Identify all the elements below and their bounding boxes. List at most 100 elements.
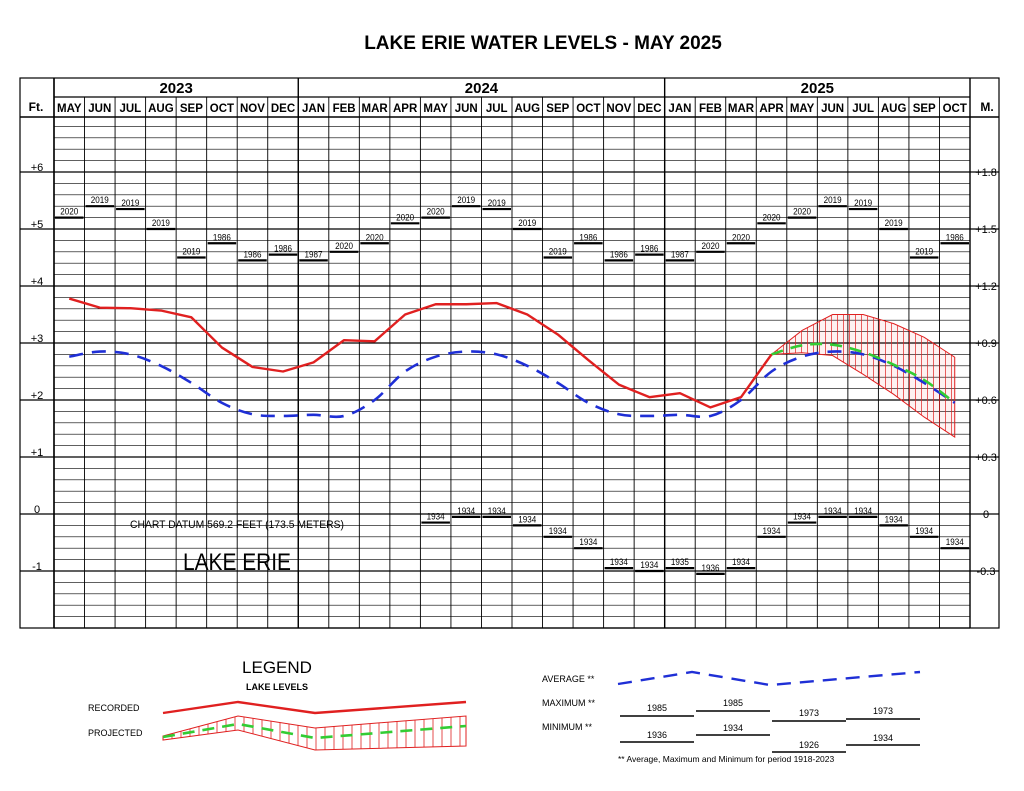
max-year-label: 1986 (610, 249, 628, 260)
min-year-label: 1934 (488, 506, 506, 517)
year-label: 2025 (801, 80, 834, 97)
legend-min-year: 1926 (799, 740, 819, 750)
legend-minimum-label: MINIMUM ** (542, 722, 592, 732)
max-year-label: 2019 (152, 218, 170, 229)
month-label: JUL (852, 103, 874, 115)
average-line (69, 350, 956, 419)
legend-average-label: AVERAGE ** (542, 674, 595, 684)
max-year-label: 2019 (488, 198, 506, 209)
month-header: 2023 2024 2025 MAY JUN JUL AUG SEP OCT NOV DEC JAN F… (57, 80, 967, 115)
month-label: JUN (821, 103, 844, 115)
right-tick-label: 0 (983, 509, 989, 521)
left-tick-label: 0 (34, 504, 40, 516)
legend-min-year: 1934 (723, 723, 743, 733)
max-year-label: 2019 (121, 198, 139, 209)
min-year-label: 1934 (579, 537, 597, 548)
max-year-label: 2020 (335, 241, 353, 252)
max-year-label: 2020 (427, 207, 445, 218)
legend-min-year: 1936 (647, 730, 667, 740)
month-label: MAY (790, 103, 815, 115)
left-tick-label: +3 (31, 333, 44, 345)
max-year-label: 2020 (732, 232, 750, 243)
month-label: JUN (455, 103, 478, 115)
month-label: OCT (943, 103, 967, 115)
max-year-label: 2019 (915, 247, 933, 258)
legend-subtitle: LAKE LEVELS (246, 682, 308, 692)
right-tick-label: +0.9 (975, 338, 997, 350)
month-label: MAR (728, 103, 755, 115)
month-label: JAN (668, 103, 691, 115)
max-year-label: 2019 (549, 247, 567, 258)
max-year-label: 1986 (640, 244, 658, 255)
axis-ticks: +6 +5 +4 +3 +2 +1 0 -1 +1.8 +1.5 +1.2 +0.9 +0.6 +0.3 0… (20, 162, 999, 578)
max-year-label: 2020 (396, 212, 414, 223)
month-label: NOV (240, 103, 265, 115)
left-tick-label: +2 (31, 390, 44, 402)
max-min-markers: 2020 2019 2019 2019 2019 1986 1986 1986 1987 2020… (55, 195, 969, 575)
right-tick-label: -0.3 (977, 566, 996, 578)
month-label: APR (759, 103, 784, 115)
month-label: SEP (180, 103, 203, 115)
max-year-label: 2020 (701, 241, 719, 252)
chart-datum-annotation: CHART DATUM 569.2 FEET (173.5 METERS) (130, 519, 344, 531)
left-tick-label: +6 (31, 162, 44, 174)
min-year-label: 1934 (793, 512, 811, 523)
legend-marks: 1985 1936 1985 1934 1973 1926 1973 1934 (162, 670, 921, 753)
right-unit-label: M. (980, 100, 993, 114)
month-label: JUN (88, 103, 111, 115)
left-tick-label: +5 (31, 219, 44, 231)
legend-projected-label: PROJECTED (88, 728, 143, 738)
month-label: MAY (423, 103, 448, 115)
max-year-label: 1986 (946, 232, 964, 243)
legend: LEGEND LAKE LEVELS RECORDED PROJECTED AV… (88, 658, 921, 764)
legend-recorded-label: RECORDED (88, 703, 140, 713)
min-year-label: 1934 (518, 514, 536, 525)
max-year-label: 2020 (366, 232, 384, 243)
legend-average-line (617, 670, 921, 687)
min-year-label: 1934 (457, 506, 475, 517)
month-label: DEC (637, 103, 661, 115)
month-label: AUG (148, 103, 174, 115)
max-year-label: 1986 (213, 232, 231, 243)
max-year-label: 2019 (824, 195, 842, 206)
lake-name-annotation: LAKE ERIE (183, 549, 291, 576)
right-tick-label: +0.3 (975, 452, 997, 464)
min-year-label: 1934 (549, 526, 567, 537)
month-label: JAN (302, 103, 325, 115)
legend-footnote: ** Average, Maximum and Minimum for peri… (618, 754, 835, 764)
right-tick-label: +1.5 (975, 224, 997, 236)
min-year-label: 1934 (885, 514, 903, 525)
max-year-label: 2019 (518, 218, 536, 229)
max-year-label: 2019 (91, 195, 109, 206)
year-label: 2024 (465, 80, 499, 97)
legend-max-year: 1973 (873, 706, 893, 716)
year-label: 2023 (159, 80, 192, 97)
projection-band (769, 314, 956, 438)
max-year-label: 2020 (763, 212, 781, 223)
month-label: FEB (333, 103, 356, 115)
legend-max-year: 1985 (647, 703, 667, 713)
min-year-label: 1934 (640, 560, 658, 571)
max-year-label: 1987 (671, 249, 689, 260)
month-label: APR (393, 103, 418, 115)
min-year-label: 1934 (763, 526, 781, 537)
left-unit-label: Ft. (29, 100, 44, 114)
projected-line (771, 342, 956, 404)
max-year-label: 1986 (579, 232, 597, 243)
month-label: OCT (576, 103, 600, 115)
max-year-label: 2020 (793, 207, 811, 218)
legend-recorded-line (162, 700, 467, 715)
month-label: SEP (546, 103, 569, 115)
left-tick-label: +4 (31, 276, 44, 288)
min-year-label: 1934 (610, 557, 628, 568)
grid (19, 77, 1000, 629)
chart-title: LAKE ERIE WATER LEVELS - MAY 2025 (364, 33, 722, 54)
max-year-label: 1986 (243, 249, 261, 260)
legend-min-year: 1934 (873, 733, 893, 743)
month-label: JUL (486, 103, 508, 115)
min-year-label: 1934 (946, 537, 964, 548)
month-label: AUG (881, 103, 907, 115)
legend-maximum-label: MAXIMUM ** (542, 698, 596, 708)
min-year-label: 1934 (427, 512, 445, 523)
right-tick-label: +1.2 (975, 281, 997, 293)
